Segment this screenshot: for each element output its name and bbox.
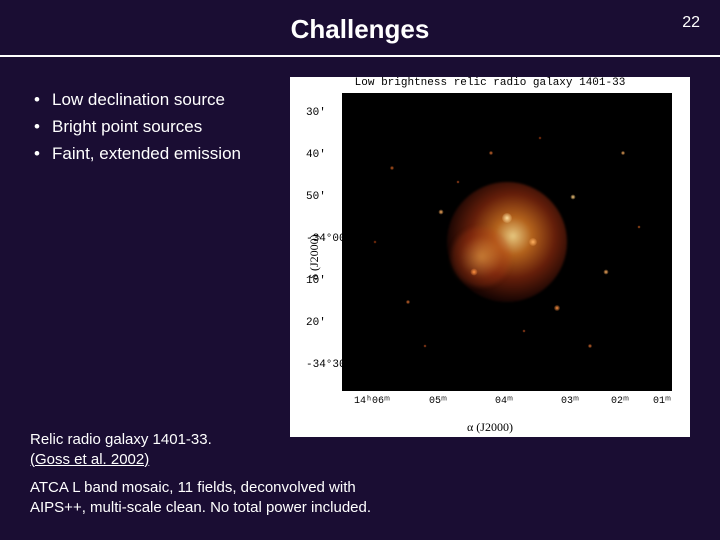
slide: 22 Challenges Low declination source Bri… [0,0,720,540]
caption-source-line1: Relic radio galaxy 1401-33. [30,431,212,448]
x-tick: 04ᵐ [495,396,513,407]
bullet-item: Faint, extended emission [30,143,270,166]
caption-method-line2: AIPS++, multi-scale clean. No total powe… [30,499,371,516]
x-axis-label: α (J2000) [467,420,513,435]
point-source [621,151,625,155]
y-tick: -34°30' [306,359,352,371]
x-tick: 01ᵐ [653,396,671,407]
bullet-item: Low declination source [30,89,270,112]
point-source [529,238,537,246]
y-tick: 10' [306,275,326,287]
point-source [439,210,444,215]
left-column: Low declination source Bright point sour… [20,77,270,437]
point-source [423,345,426,348]
point-source [522,330,525,333]
content-row: Low declination source Bright point sour… [0,57,720,437]
plot-area [342,93,672,391]
point-source [502,213,512,223]
slide-title: Challenges [0,0,720,45]
nebula-glow-2 [451,227,511,287]
point-source [471,268,478,275]
point-source [638,226,641,229]
point-source [406,300,410,304]
figure-title: Low brightness relic radio galaxy 1401-3… [290,77,690,89]
caption-method: ATCA L band mosaic, 11 fields, deconvolv… [30,478,371,517]
y-tick: 50' [306,191,326,203]
page-number: 22 [682,14,700,32]
point-source [539,136,542,139]
y-tick: 20' [306,317,326,329]
x-tick: 03ᵐ [561,396,579,407]
point-source [390,166,394,170]
bullet-list: Low declination source Bright point sour… [20,89,270,166]
caption-method-line1: ATCA L band mosaic, 11 fields, deconvolv… [30,479,356,496]
point-source [588,344,592,348]
bullet-item: Bright point sources [30,116,270,139]
figure-panel: Low brightness relic radio galaxy 1401-3… [290,77,690,437]
point-source [374,241,377,244]
caption-source: Relic radio galaxy 1401-33. (Goss et al.… [30,430,212,469]
y-tick: -34°00' [306,233,352,245]
point-source [456,181,459,184]
point-source [554,305,560,311]
y-tick: 40' [306,149,326,161]
x-tick: 05ᵐ [429,396,447,407]
point-source [489,151,493,155]
y-tick: 30' [306,107,326,119]
point-source [604,269,609,274]
point-source [571,195,576,200]
x-tick: 14ʰ06ᵐ [354,396,390,407]
x-tick: 02ᵐ [611,396,629,407]
caption-source-line2: (Goss et al. 2002) [30,451,149,468]
